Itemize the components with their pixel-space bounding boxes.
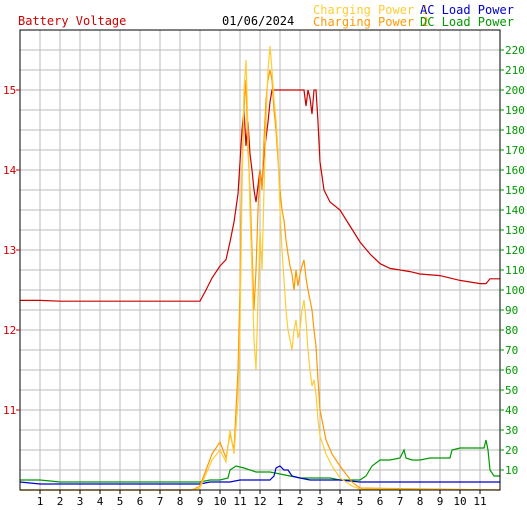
x-tick-label: 6 [137, 495, 144, 508]
y-right-tick-label: 50 [505, 384, 518, 397]
y-right-tick-label: 140 [505, 204, 525, 217]
x-tick-label: 6 [377, 495, 384, 508]
x-tick-label: 12 [253, 495, 266, 508]
series-dc-load-power [20, 439, 500, 483]
x-tick-label: 1 [37, 495, 44, 508]
x-tick-label: 10 [453, 495, 466, 508]
left-axis-label: Battery Voltage [18, 14, 126, 28]
tick-labels: 1 2 3 4 5 6 7 8 9 10 11 12 1 2 3 4 5 6 7 8 9 10 11111213141510… [3, 44, 525, 508]
x-tick-label: 8 [177, 495, 184, 508]
y-right-tick-label: 90 [505, 304, 518, 317]
y-right-tick-label: 160 [505, 164, 525, 177]
series-battery-voltage [20, 89, 500, 302]
x-tick-label: 10 [213, 495, 226, 508]
y-right-tick-label: 180 [505, 124, 525, 137]
x-tick-label: 9 [197, 495, 204, 508]
legend-charging-power-1: Charging Power 1 [313, 3, 429, 17]
y-right-tick-label: 120 [505, 244, 525, 257]
y-right-tick-label: 60 [505, 364, 518, 377]
grid [19, 30, 501, 490]
series-layer [19, 45, 501, 491]
series-ac-load-power [19, 465, 500, 485]
y-left-tick-label: 13 [3, 244, 16, 257]
y-left-tick-label: 11 [3, 404, 16, 417]
x-tick-label: 8 [417, 495, 424, 508]
x-tick-label: 4 [337, 495, 344, 508]
x-tick-label: 4 [97, 495, 104, 508]
y-right-tick-label: 30 [505, 424, 518, 437]
y-right-tick-label: 190 [505, 104, 525, 117]
x-tick-label: 11 [233, 495, 246, 508]
y-right-tick-label: 70 [505, 344, 518, 357]
x-tick-label: 7 [397, 495, 404, 508]
y-left-tick-label: 12 [3, 324, 16, 337]
x-tick-label: 5 [357, 495, 364, 508]
y-right-tick-label: 100 [505, 284, 525, 297]
x-tick-label: 1 [277, 495, 284, 508]
legend-dc-load-power: DC Load Power [420, 15, 514, 29]
series-charging-power-2 [20, 69, 501, 491]
y-right-tick-label: 200 [505, 84, 525, 97]
y-right-tick-label: 110 [505, 264, 525, 277]
chart-title: 01/06/2024 [222, 14, 294, 28]
legend-charging-power-2: Charging Power 2 [313, 15, 429, 29]
y-right-tick-label: 10 [505, 464, 518, 477]
x-tick-label: 11 [473, 495, 486, 508]
y-right-tick-label: 220 [505, 44, 525, 57]
x-tick-label: 5 [117, 495, 124, 508]
y-right-tick-label: 40 [505, 404, 518, 417]
legend-ac-load-power: AC Load Power [420, 3, 514, 17]
y-left-tick-label: 15 [3, 84, 16, 97]
x-tick-label: 3 [77, 495, 84, 508]
series-charging-power-1 [20, 45, 501, 491]
x-tick-label: 9 [437, 495, 444, 508]
y-right-tick-label: 130 [505, 224, 525, 237]
x-tick-label: 3 [317, 495, 324, 508]
x-tick-label: 7 [157, 495, 164, 508]
x-tick-label: 2 [57, 495, 64, 508]
x-tick-label: 2 [297, 495, 304, 508]
y-right-tick-label: 80 [505, 324, 518, 337]
y-right-tick-label: 20 [505, 444, 518, 457]
y-right-tick-label: 150 [505, 184, 525, 197]
y-left-tick-label: 14 [3, 164, 17, 177]
y-right-tick-label: 210 [505, 64, 525, 77]
y-right-tick-label: 170 [505, 144, 525, 157]
